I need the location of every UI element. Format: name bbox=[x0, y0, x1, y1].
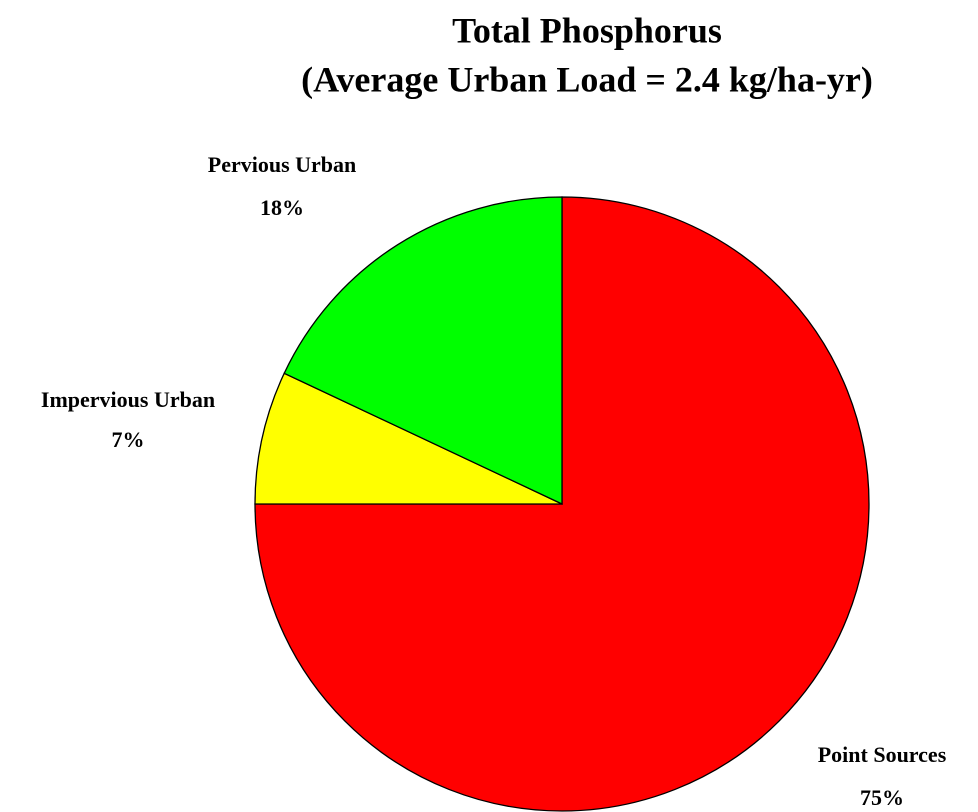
slice-value-label: 18% bbox=[260, 195, 304, 220]
slice-label: Pervious Urban bbox=[208, 152, 357, 177]
slice-label: Point Sources bbox=[818, 742, 947, 767]
pie-slice bbox=[254, 372, 563, 505]
slice-value-label: 7% bbox=[112, 427, 145, 452]
pie-slice bbox=[283, 196, 563, 506]
slice-label: Impervious Urban bbox=[41, 387, 215, 412]
chart-subtitle: (Average Urban Load = 2.4 kg/ha-yr) bbox=[301, 59, 873, 99]
slice-value-label: 75% bbox=[860, 785, 904, 810]
chart-title: Total Phosphorus bbox=[452, 10, 722, 50]
pie-slice bbox=[254, 196, 870, 812]
